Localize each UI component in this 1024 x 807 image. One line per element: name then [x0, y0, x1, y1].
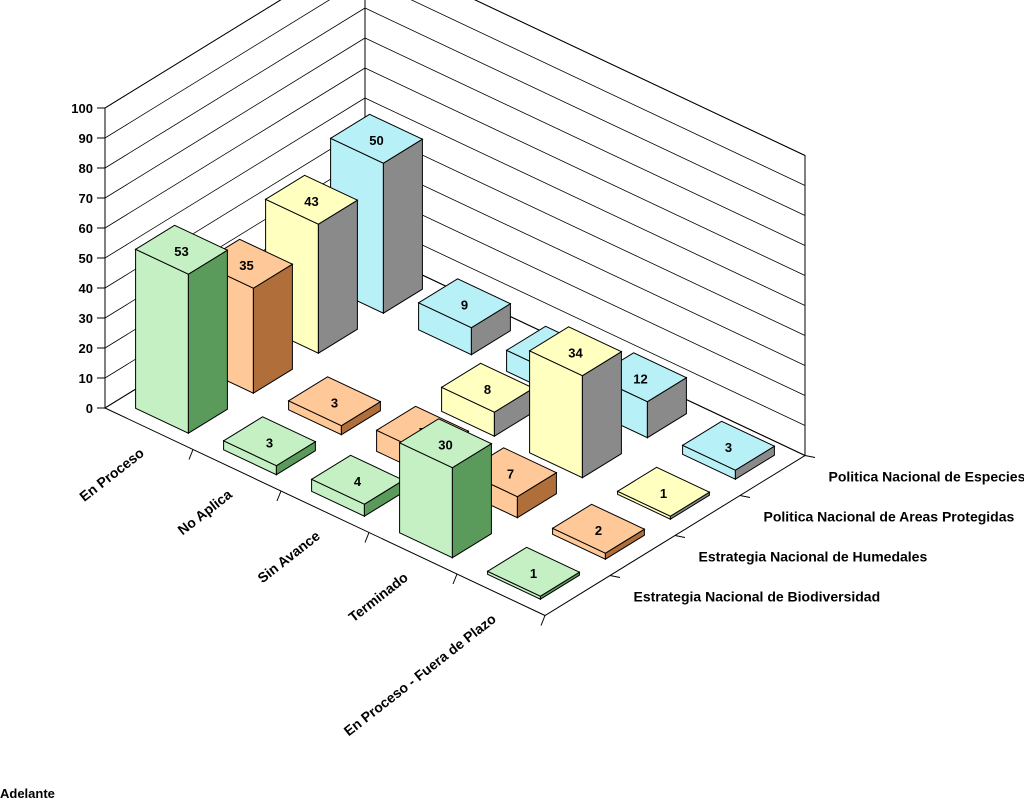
bar: 4	[310, 454, 405, 518]
bar-value-label: 2	[595, 523, 602, 538]
bar-value-label: 34	[568, 345, 583, 360]
bar-side-face	[317, 199, 358, 355]
bar-value-label: 30	[438, 437, 452, 452]
series-tick	[674, 535, 686, 538]
bars-layer: 50971234383413537725334301	[134, 113, 776, 601]
bar-value-label: 53	[174, 244, 188, 259]
bar-side-face	[187, 249, 228, 435]
y-tick-label: 80	[79, 161, 93, 176]
y-tick-label: 40	[79, 281, 93, 296]
category-tick	[188, 449, 194, 460]
gridline	[104, 0, 806, 186]
gridline	[104, 37, 806, 246]
y-axis: 0 10 20 30 40 50 60 70 80 90 100	[71, 101, 105, 416]
series-tick	[804, 455, 816, 458]
bar: 2	[551, 503, 646, 561]
y-tick-label: 90	[79, 131, 93, 146]
bar-value-label: 3	[266, 435, 273, 450]
series-labels: Estrategia Nacional de Biodiversidad Estr…	[609, 455, 1024, 605]
y-tick-label: 20	[79, 341, 93, 356]
y-tick-label: 100	[71, 101, 93, 116]
gridline	[104, 0, 806, 156]
bar-value-label: 7	[507, 466, 514, 481]
y-tick-label: 60	[79, 221, 93, 236]
bar-value-label: 12	[633, 371, 647, 386]
bar: 3	[222, 416, 317, 476]
bar-value-label: 35	[239, 258, 253, 273]
y-tick-label: 50	[79, 251, 93, 266]
bar-top-face	[486, 546, 581, 597]
bar-value-label: 9	[461, 297, 468, 312]
category-tick	[364, 532, 370, 543]
category-label: Sin Avance	[254, 527, 323, 586]
y-tick-label: 10	[79, 371, 93, 386]
series-tick	[609, 575, 621, 578]
gridline	[104, 67, 806, 276]
series-tick	[739, 495, 751, 498]
bar-value-label: 43	[304, 194, 318, 209]
bar: 9	[417, 278, 512, 356]
bar-top-face	[287, 376, 382, 427]
bar-top-face	[528, 326, 623, 377]
footer-text[interactable]: Adelante	[0, 786, 55, 801]
series-label: Estrategia Nacional de Biodiversidad	[634, 589, 881, 605]
gridline	[104, 7, 806, 216]
bar-value-label: 3	[725, 440, 732, 455]
bar: 34	[528, 326, 623, 479]
bar-top-face	[398, 418, 493, 469]
bar-value-label: 50	[369, 133, 383, 148]
bar-value-label: 1	[660, 486, 667, 501]
bar-top-face	[134, 224, 229, 275]
category-label: No Aplica	[175, 486, 235, 538]
bar: 1	[486, 546, 581, 601]
bar-front-face	[135, 248, 189, 434]
y-tick-label: 0	[86, 401, 93, 416]
category-label: En Proceso	[76, 445, 147, 505]
category-label: Terminado	[345, 569, 410, 625]
bar-top-face	[417, 278, 512, 329]
y-tick-label: 70	[79, 191, 93, 206]
category-tick	[540, 615, 546, 626]
bar-top-face	[551, 503, 646, 554]
bar-value-label: 1	[530, 566, 537, 581]
category-tick	[452, 573, 458, 585]
bar: 30	[398, 418, 493, 559]
bar-value-label: 4	[354, 474, 362, 489]
bar: 3	[681, 420, 776, 481]
bar: 1	[616, 466, 711, 521]
y-tick-label: 30	[79, 311, 93, 326]
series-label: Politica Nacional de Especies Amenazadas	[829, 469, 1024, 485]
bar: 3	[287, 376, 382, 436]
bar-top-face	[616, 466, 711, 517]
bar-top-face	[681, 420, 776, 471]
series-label: Estrategia Nacional de Humedales	[699, 549, 928, 565]
bar-top-face	[264, 174, 359, 225]
series-label: Politica Nacional de Areas Protegidas	[764, 509, 1015, 525]
gridline	[104, 97, 806, 306]
bar-side-face	[382, 138, 423, 315]
category-label: En Proceso - Fuera de Plazo	[341, 611, 499, 740]
bar-top-face	[329, 113, 424, 164]
bar-value-label: 8	[484, 382, 491, 397]
bar-top-face	[222, 416, 317, 467]
bar: 53	[134, 224, 229, 435]
bar-value-label: 3	[331, 395, 338, 410]
category-tick	[276, 490, 282, 502]
